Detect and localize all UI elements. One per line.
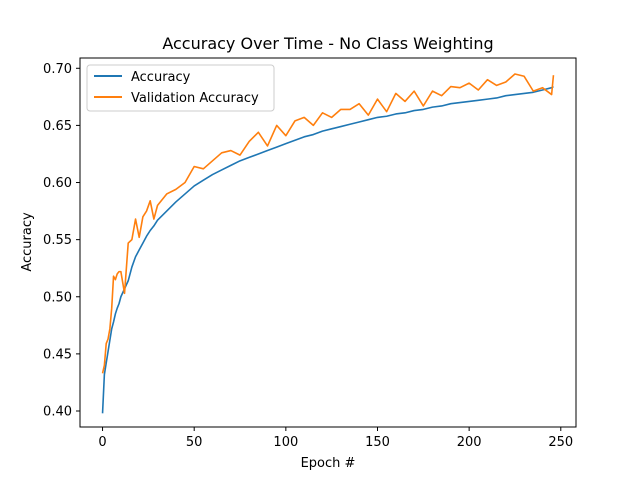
series-line-accuracy	[101, 85, 554, 414]
y-axis: 0.40 0.45 0.50 0.55 0.60 0.65 0.70	[43, 62, 80, 420]
y-tick-label: 0.40	[43, 405, 72, 420]
x-tick-label: 150	[365, 435, 390, 450]
legend-box	[86, 64, 275, 112]
legend-label-validation-accuracy: Validation Accuracy	[131, 91, 259, 106]
x-tick-label: 100	[273, 435, 298, 450]
y-tick-label: 0.65	[43, 119, 72, 134]
x-axis-label: Epoch #	[301, 456, 356, 471]
x-tick-label: 50	[186, 435, 203, 450]
y-axis-label: Accuracy	[20, 212, 35, 272]
y-tick-label: 0.60	[43, 176, 72, 191]
chart-title: Accuracy Over Time - No Class Weighting	[162, 34, 493, 53]
y-tick-label: 0.55	[43, 233, 72, 248]
legend: Accuracy Validation Accuracy	[86, 64, 275, 112]
x-axis: 0 50 100 150 200 250	[98, 427, 573, 450]
x-tick-label: 0	[98, 435, 106, 450]
y-tick-label: 0.45	[43, 347, 72, 362]
plot-frame	[79, 57, 577, 428]
series-layer	[101, 73, 555, 414]
legend-label-accuracy: Accuracy	[131, 70, 191, 85]
x-tick-label: 200	[457, 435, 482, 450]
y-tick-label: 0.50	[43, 290, 72, 305]
series-line-validation-accuracy	[101, 73, 555, 374]
x-tick-label: 250	[548, 435, 573, 450]
y-tick-label: 0.70	[43, 62, 72, 77]
